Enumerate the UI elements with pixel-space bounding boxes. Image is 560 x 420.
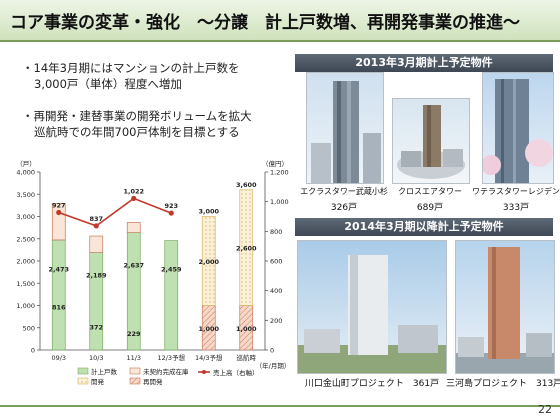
bar-value-label: 2,459 bbox=[161, 266, 182, 274]
left-tick-label: 2,500 bbox=[16, 235, 35, 243]
waterras-tower-photo bbox=[482, 72, 554, 184]
bar-value-label: 1,000 bbox=[198, 325, 219, 333]
sales-value-label: 927 bbox=[52, 201, 66, 209]
bullet-1: ・14年3月期にはマンションの計上戸数を 3,000戸（単体）程度へ増加 bbox=[22, 60, 239, 92]
bar-value-label: 816 bbox=[52, 304, 66, 312]
item-2013-units-2: 689戸 bbox=[416, 203, 444, 213]
right-tick-label: 1,000 bbox=[270, 198, 289, 206]
section-2014-header: 2014年3月期以降計上予定物件 bbox=[295, 218, 553, 236]
left-tick-label: 4,000 bbox=[16, 169, 35, 177]
left-tick-label: 1,000 bbox=[16, 302, 35, 310]
bar-開発 bbox=[201, 216, 216, 306]
page-number: 22 bbox=[538, 403, 552, 416]
legend-label: 計上戸数 bbox=[91, 367, 118, 376]
sales-value-label: 923 bbox=[164, 202, 178, 210]
item-2014-caption-1: 川口金山町プロジェクト 361戸 bbox=[304, 379, 440, 389]
bar-開発 bbox=[239, 189, 254, 306]
legend-swatch-dot bbox=[202, 370, 206, 374]
right-axis-unit: （億円） bbox=[262, 159, 288, 168]
x-tick-label: 巡航時 bbox=[237, 353, 257, 362]
cross-air-tower-photo bbox=[392, 98, 470, 184]
bar-value-label: 2,600 bbox=[236, 245, 257, 253]
bar-value-label: 2,637 bbox=[123, 262, 144, 270]
bar-未契約完成在庫 bbox=[89, 235, 104, 253]
section-2013-header: 2013年3月期計上予定物件 bbox=[295, 54, 553, 72]
bar-value-label: 1,000 bbox=[236, 325, 257, 333]
right-tick-label: 800 bbox=[270, 228, 282, 236]
mikawashima-project-photo bbox=[455, 240, 555, 374]
legend-swatch bbox=[129, 377, 141, 385]
legend-swatch bbox=[129, 367, 141, 375]
legend-swatch bbox=[77, 377, 89, 385]
bar-計上戸数 bbox=[164, 240, 179, 351]
legend-swatch bbox=[77, 367, 89, 375]
item-2014-caption-2: 三河島プロジェクト 313戸 bbox=[446, 379, 560, 389]
x-tick-label: 14/3予想 bbox=[195, 353, 223, 362]
bar-計上戸数 bbox=[51, 239, 66, 351]
item-2013-units-1: 326戸 bbox=[330, 203, 358, 213]
sales-value-label: 1,022 bbox=[123, 187, 144, 195]
legend-label: 売上高（右軸） bbox=[213, 368, 259, 377]
left-tick-label: 2,000 bbox=[16, 258, 35, 266]
bullet-1-line-2: 3,000戸（単体）程度へ増加 bbox=[34, 77, 182, 91]
page-title: コア事業の変革・強化 ～分譲 計上戸数増、再開発事業の推進～ bbox=[10, 13, 520, 33]
sales-point bbox=[56, 209, 62, 216]
bullet-2-line-1: 再開発・建替事業の開発ボリュームを拡大 bbox=[33, 109, 252, 123]
bar-value-label: 2,473 bbox=[48, 265, 69, 273]
bar-value-label: 3,600 bbox=[236, 181, 257, 189]
left-tick-label: 3,500 bbox=[16, 191, 35, 199]
item-2013-name-2: クロスエアタワー bbox=[398, 187, 462, 196]
bar-未契約完成在庫 bbox=[126, 222, 141, 234]
units-sales-chart: 05001,0001,5002,0002,5003,0003,5004,000（… bbox=[16, 159, 290, 386]
right-tick-label: 1,200 bbox=[270, 169, 289, 177]
footer-rule bbox=[0, 405, 560, 407]
sales-point bbox=[131, 195, 137, 202]
right-tick-label: 600 bbox=[270, 258, 282, 266]
item-2013-name-3: ワテラスタワーレジデンス bbox=[472, 187, 560, 196]
left-tick-label: 1,500 bbox=[16, 280, 35, 288]
bullet-2: ・再開発・建替事業の開発ボリュームを拡大 巡航時での年間700戸体制を目標とする bbox=[22, 108, 252, 140]
bullet-2-line-2: 巡航時での年間700戸体制を目標とする bbox=[34, 125, 240, 139]
bar-value-label: 3,000 bbox=[198, 208, 219, 216]
left-axis-unit: （戸） bbox=[16, 160, 36, 168]
legend-label: 開発 bbox=[91, 377, 105, 386]
bar-value-label: 372 bbox=[89, 323, 103, 331]
x-tick-label: 12/3予想 bbox=[157, 353, 185, 362]
sales-point bbox=[168, 210, 174, 216]
bar-value-label: 229 bbox=[127, 330, 141, 338]
bullet-mark: ・ bbox=[22, 109, 34, 123]
bar-計上戸数 bbox=[89, 252, 104, 351]
sales-line bbox=[58, 197, 172, 227]
item-2013-units-3: 333戸 bbox=[502, 203, 530, 213]
sales-point bbox=[93, 223, 99, 229]
bullet-1-line-1: 14年3月期にはマンションの計上戸数を bbox=[33, 61, 240, 75]
x-tick-label: 10/3 bbox=[89, 354, 104, 362]
legend-label: 再開発 bbox=[143, 377, 163, 386]
right-tick-label: 0 bbox=[270, 347, 274, 355]
left-tick-label: 3,000 bbox=[16, 213, 35, 221]
sales-value-label: 837 bbox=[89, 215, 103, 223]
bar-value-label: 2,000 bbox=[198, 258, 219, 266]
x-tick-label: 11/3 bbox=[126, 354, 141, 362]
title-bar bbox=[0, 0, 560, 42]
x-tick-label: 09/3 bbox=[51, 354, 66, 362]
bar-value-label: 2,189 bbox=[86, 272, 107, 280]
right-tick-label: 200 bbox=[270, 317, 282, 325]
x-axis-unit: （年/月期） bbox=[256, 361, 290, 370]
legend-label: 未契約完成在庫 bbox=[143, 367, 189, 376]
right-tick-label: 400 bbox=[270, 287, 282, 295]
bar-未契約完成在庫 bbox=[51, 203, 66, 241]
left-tick-label: 0 bbox=[31, 347, 35, 355]
kawaguchi-project-photo bbox=[297, 240, 447, 374]
item-2013-name-1: エクラスタワー武蔵小杉 bbox=[300, 187, 388, 196]
eclas-tower-photo bbox=[306, 72, 384, 184]
left-tick-label: 500 bbox=[23, 324, 35, 332]
bullet-mark: ・ bbox=[22, 61, 34, 75]
